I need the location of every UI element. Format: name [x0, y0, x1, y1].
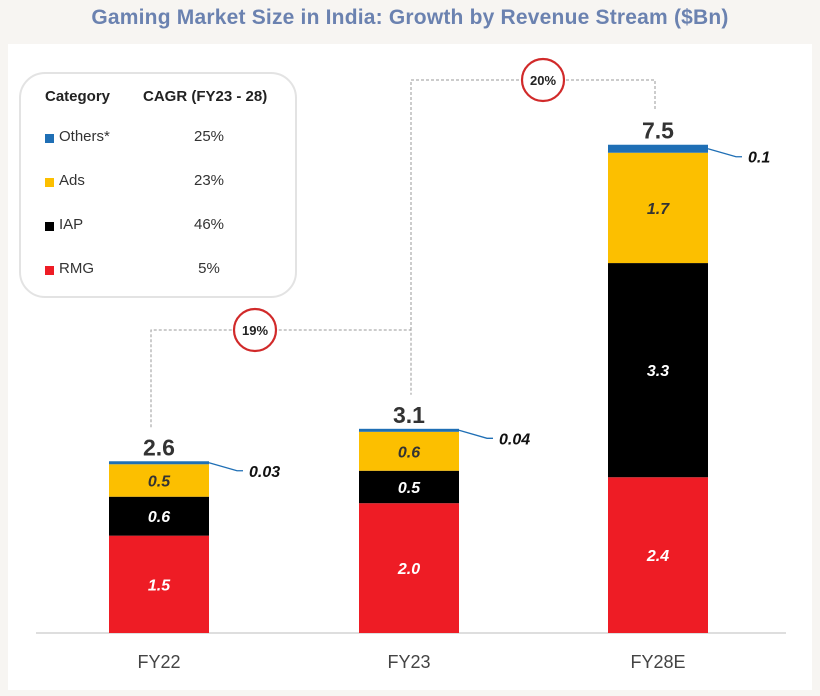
legend-swatch [45, 222, 54, 231]
data-label-others-fy22: 0.03 [249, 464, 280, 481]
data-label-others-fy28e: 0.1 [748, 150, 770, 167]
total-label-fy28e: 7.5 [642, 118, 674, 144]
bar-segment-iap-fy22 [109, 496, 209, 536]
cagr-legend: Category CAGR (FY23 - 28) Others* 25% Ad… [19, 72, 297, 298]
growth-badge-label: 19% [242, 323, 268, 338]
bar-segment-others-fy22 [109, 461, 209, 465]
bar-segment-rmg-fy28e [608, 477, 708, 633]
bar-segment-iap-fy23 [359, 470, 459, 504]
growth-badge-circle [520, 57, 566, 103]
x-tick-label-fy22: FY22 [137, 652, 180, 672]
legend-cagr: 23% [193, 172, 225, 189]
data-label-rmg-fy22: 1.5 [148, 577, 171, 594]
others-callout-line [707, 148, 742, 158]
legend-label: Ads [59, 172, 85, 189]
legend-swatch [45, 266, 54, 275]
bar-segment-ads-fy22 [109, 464, 209, 497]
legend-label: IAP [59, 216, 84, 233]
growth-badge-circle [232, 307, 278, 353]
legend-row-iap: IAP 46% [45, 216, 285, 238]
legend-cagr: 46% [193, 216, 225, 233]
bar-segment-iap-fy28e [608, 263, 708, 478]
legend-row-others: Others* 25% [45, 128, 285, 150]
others-callout-line [208, 462, 243, 472]
legend-cagr: 25% [193, 128, 225, 145]
data-label-ads-fy22: 0.5 [148, 473, 171, 490]
legend-swatch [45, 178, 54, 187]
legend-row-rmg: RMG 5% [45, 260, 285, 282]
data-label-others-fy23: 0.04 [499, 431, 530, 448]
growth-connector-fy22-fy23 [150, 329, 412, 428]
bar-segment-rmg-fy22 [109, 535, 209, 633]
x-tick-label-fy23: FY23 [387, 652, 430, 672]
growth-badge-label: 20% [530, 73, 556, 88]
data-label-ads-fy28e: 1.7 [647, 201, 670, 218]
total-label-fy23: 3.1 [393, 402, 425, 428]
chart-title: Gaming Market Size in India: Growth by R… [91, 6, 729, 29]
bar-segment-ads-fy23 [359, 431, 459, 471]
legend-cagr: 5% [198, 260, 220, 277]
legend-header-cagr: CAGR (FY23 - 28) [143, 88, 268, 105]
data-label-rmg-fy28e: 2.4 [646, 548, 669, 565]
bar-segment-rmg-fy23 [359, 503, 459, 633]
bar-segment-others-fy23 [359, 428, 459, 432]
data-label-iap-fy23: 0.5 [398, 480, 421, 497]
legend-label: RMG [59, 260, 94, 277]
data-label-iap-fy22: 0.6 [148, 509, 170, 526]
legend-swatch [45, 134, 54, 143]
data-label-rmg-fy23: 2.0 [397, 561, 420, 578]
others-callout-line [458, 429, 493, 439]
bar-segment-others-fy28e [608, 144, 708, 153]
data-label-ads-fy23: 0.6 [398, 444, 420, 461]
data-label-iap-fy28e: 3.3 [647, 363, 669, 380]
legend-header-category: Category [45, 88, 111, 105]
legend-row-ads: Ads 23% [45, 172, 285, 194]
x-tick-label-fy28e: FY28E [630, 652, 685, 672]
legend-label: Others* [59, 128, 110, 145]
total-label-fy22: 2.6 [143, 434, 175, 460]
bar-segment-ads-fy28e [608, 152, 708, 264]
